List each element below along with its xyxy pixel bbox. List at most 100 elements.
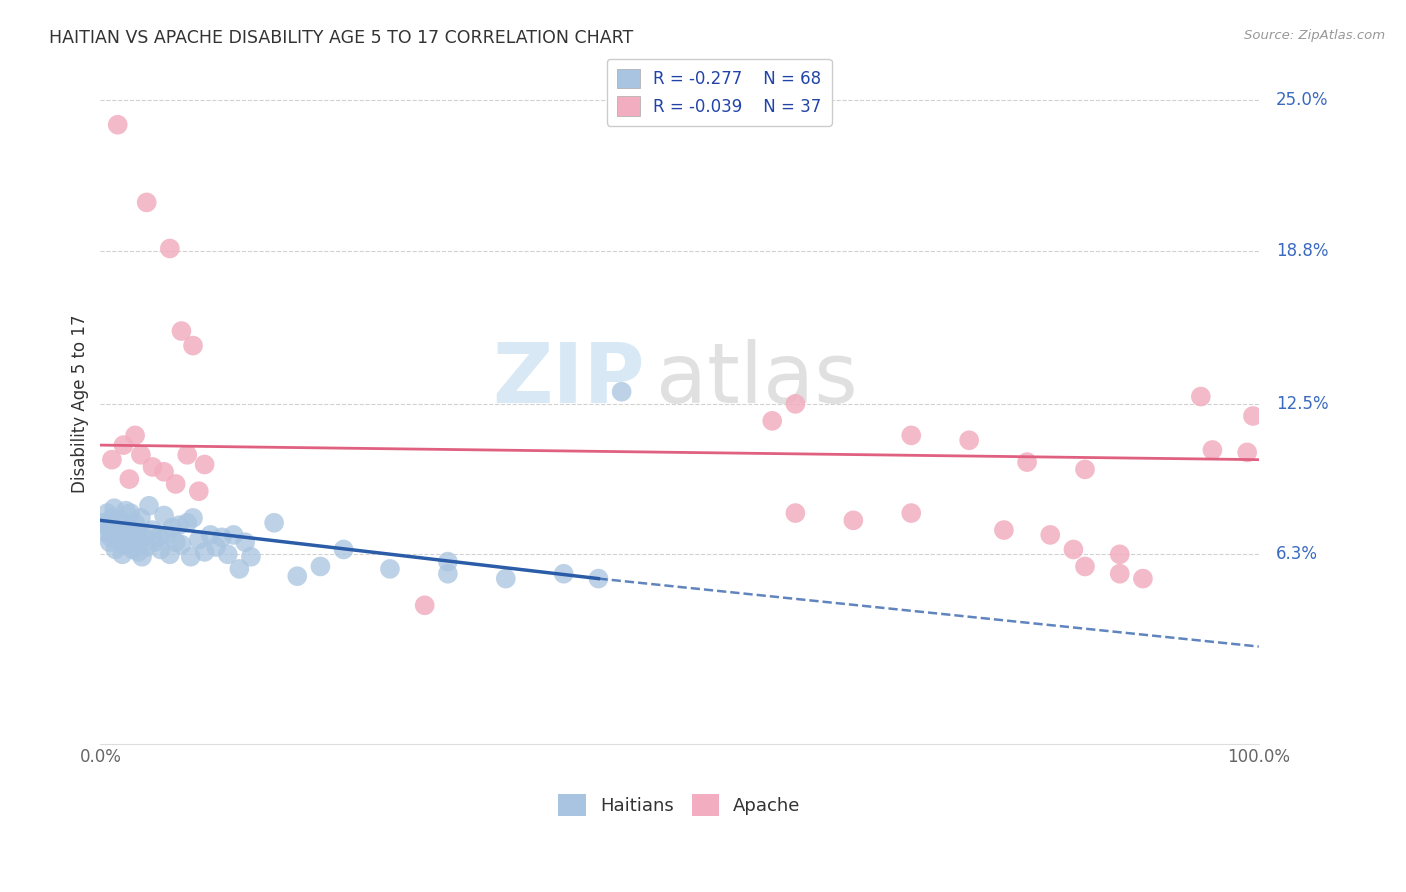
Point	[1108, 547, 1130, 561]
Point	[121, 528, 143, 542]
Point	[129, 448, 152, 462]
Point	[217, 547, 239, 561]
Point	[160, 521, 183, 535]
Point	[98, 535, 121, 549]
Point	[228, 562, 250, 576]
Point	[194, 458, 217, 472]
Point	[187, 533, 209, 547]
Point	[103, 501, 125, 516]
Point	[194, 545, 217, 559]
Text: 6.3%: 6.3%	[1277, 545, 1319, 564]
Point	[108, 533, 131, 547]
Point	[1015, 455, 1038, 469]
Point	[117, 535, 139, 549]
Point	[553, 566, 575, 581]
Point	[141, 459, 163, 474]
Text: atlas: atlas	[657, 339, 858, 420]
Point	[114, 538, 136, 552]
Point	[1189, 390, 1212, 404]
Point	[239, 549, 262, 564]
Point	[104, 542, 127, 557]
Point	[176, 516, 198, 530]
Point	[159, 547, 181, 561]
Point	[128, 545, 150, 559]
Point	[1039, 528, 1062, 542]
Point	[111, 547, 134, 561]
Point	[200, 528, 222, 542]
Point	[118, 521, 141, 535]
Point	[165, 477, 187, 491]
Point	[108, 523, 131, 537]
Point	[148, 530, 170, 544]
Point	[134, 530, 156, 544]
Point	[114, 503, 136, 517]
Point	[110, 513, 132, 527]
Point	[101, 452, 124, 467]
Point	[957, 434, 980, 448]
Point	[170, 324, 193, 338]
Point	[437, 566, 460, 581]
Point	[125, 533, 148, 547]
Point	[129, 511, 152, 525]
Text: ZIP: ZIP	[492, 339, 645, 420]
Point	[153, 508, 176, 523]
Point	[900, 506, 922, 520]
Point	[101, 511, 124, 525]
Point	[131, 549, 153, 564]
Point	[761, 414, 783, 428]
Point	[170, 538, 193, 552]
Text: 12.5%: 12.5%	[1277, 395, 1329, 413]
Point	[993, 523, 1015, 537]
Point	[1132, 572, 1154, 586]
Point	[120, 506, 142, 520]
Point	[588, 572, 610, 586]
Point	[181, 338, 204, 352]
Point	[96, 506, 118, 520]
Point	[159, 242, 181, 256]
Point	[1108, 566, 1130, 581]
Point	[141, 523, 163, 537]
Point	[1241, 409, 1264, 423]
Point	[118, 472, 141, 486]
Point	[785, 397, 807, 411]
Point	[155, 528, 177, 542]
Point	[263, 516, 285, 530]
Point	[121, 542, 143, 557]
Point	[138, 499, 160, 513]
Point	[378, 562, 401, 576]
Point	[115, 523, 138, 537]
Point	[112, 530, 135, 544]
Point	[1201, 442, 1223, 457]
Point	[309, 559, 332, 574]
Point	[93, 516, 115, 530]
Point	[233, 535, 256, 549]
Text: HAITIAN VS APACHE DISABILITY AGE 5 TO 17 CORRELATION CHART: HAITIAN VS APACHE DISABILITY AGE 5 TO 17…	[49, 29, 634, 46]
Point	[153, 465, 176, 479]
Point	[1236, 445, 1258, 459]
Point	[842, 513, 865, 527]
Point	[107, 118, 129, 132]
Point	[180, 549, 202, 564]
Point	[211, 530, 233, 544]
Y-axis label: Disability Age 5 to 17: Disability Age 5 to 17	[72, 315, 89, 493]
Point	[94, 525, 117, 540]
Point	[124, 428, 146, 442]
Point	[1062, 542, 1084, 557]
Point	[413, 599, 436, 613]
Point	[610, 384, 633, 399]
Point	[135, 540, 157, 554]
Point	[101, 518, 124, 533]
Point	[187, 484, 209, 499]
Point	[167, 518, 190, 533]
Point	[135, 195, 157, 210]
Point	[107, 528, 129, 542]
Point	[100, 530, 122, 544]
Legend: Haitians, Apache: Haitians, Apache	[551, 787, 808, 823]
Text: 18.8%: 18.8%	[1277, 242, 1329, 260]
Point	[285, 569, 308, 583]
Text: Source: ZipAtlas.com: Source: ZipAtlas.com	[1244, 29, 1385, 42]
Point	[900, 428, 922, 442]
Point	[149, 542, 172, 557]
Point	[176, 448, 198, 462]
Point	[437, 555, 460, 569]
